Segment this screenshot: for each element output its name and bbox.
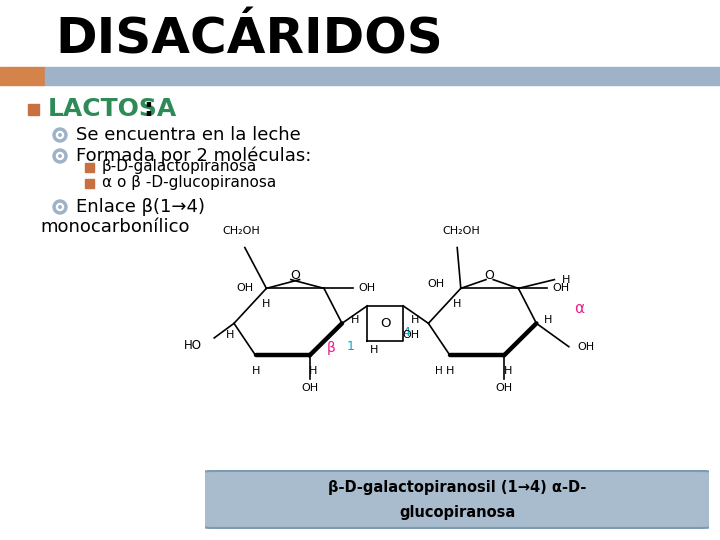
Circle shape (59, 206, 61, 208)
Circle shape (56, 204, 63, 211)
Text: H: H (309, 366, 318, 376)
Bar (28, 104, 39, 115)
Text: CH₂OH: CH₂OH (222, 226, 260, 236)
Text: DISACÁRIDOS: DISACÁRIDOS (55, 16, 443, 64)
Text: H: H (544, 315, 552, 326)
FancyBboxPatch shape (200, 471, 714, 528)
Text: :: : (143, 97, 153, 121)
Text: H: H (503, 366, 512, 376)
Text: H: H (351, 315, 359, 326)
Circle shape (59, 155, 61, 157)
Text: H: H (411, 315, 419, 326)
Text: 4: 4 (403, 326, 410, 339)
Text: Enlace β(1→4): Enlace β(1→4) (76, 198, 205, 216)
Circle shape (59, 134, 61, 136)
Text: H: H (446, 366, 454, 376)
Circle shape (53, 200, 67, 214)
Text: H: H (562, 275, 570, 285)
Text: OH: OH (237, 284, 253, 293)
Text: 1: 1 (347, 340, 355, 353)
Bar (85, 179, 94, 188)
Text: β: β (327, 341, 336, 355)
Bar (45, 67, 720, 85)
Text: H: H (262, 299, 271, 308)
Text: H: H (251, 366, 260, 376)
Text: OH: OH (577, 342, 595, 352)
Text: glucopiranosa: glucopiranosa (399, 505, 516, 520)
Text: H: H (436, 366, 443, 376)
Circle shape (56, 132, 63, 138)
Text: LACTOSA: LACTOSA (48, 97, 177, 121)
Text: OH: OH (428, 279, 444, 289)
Text: OH: OH (402, 330, 419, 340)
Text: α o β -D-glucopiranosa: α o β -D-glucopiranosa (102, 176, 276, 191)
Text: H: H (226, 330, 235, 340)
Text: β-D-galactopiranosa: β-D-galactopiranosa (102, 159, 257, 174)
Text: H: H (453, 299, 462, 308)
Text: O: O (485, 269, 495, 282)
Text: OH: OH (552, 284, 570, 293)
Text: Formada por 2 moléculas:: Formada por 2 moléculas: (76, 147, 311, 165)
Text: OH: OH (495, 382, 513, 393)
Text: OH: OH (301, 382, 318, 393)
Text: OH: OH (358, 284, 375, 293)
Text: monocarbonílico: monocarbonílico (40, 218, 189, 236)
Text: HO: HO (184, 339, 202, 352)
Text: CH₂OH: CH₂OH (442, 226, 480, 236)
Circle shape (53, 149, 67, 163)
Text: O: O (380, 317, 390, 330)
Circle shape (56, 152, 63, 159)
Text: Se encuentra en la leche: Se encuentra en la leche (76, 126, 301, 144)
Bar (0, 67, 45, 85)
Text: α: α (575, 301, 585, 316)
Text: β-D-galactopiranosil (1→4) α-D-: β-D-galactopiranosil (1→4) α-D- (328, 480, 586, 495)
Bar (85, 163, 94, 172)
Circle shape (53, 128, 67, 142)
Text: O: O (290, 269, 300, 282)
Text: H: H (370, 345, 379, 355)
